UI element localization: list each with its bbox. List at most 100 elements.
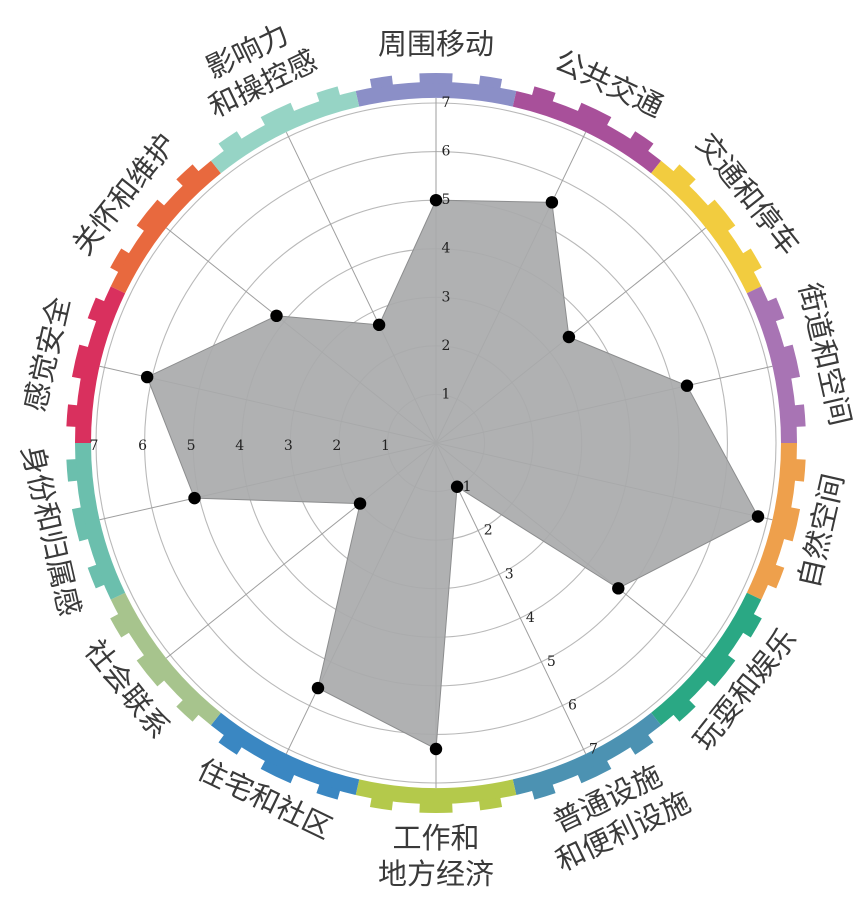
ring-segment: [355, 779, 517, 804]
tick-label: 2: [332, 438, 341, 454]
data-point: [429, 742, 443, 756]
ring-notch: [767, 297, 785, 322]
ring-notch: [531, 86, 556, 103]
grid-spoke: [435, 442, 587, 755]
tick-label: 3: [442, 289, 451, 305]
ring-notch: [66, 459, 78, 482]
tick-label: 6: [442, 144, 451, 160]
category-label: 工作和: [392, 821, 479, 855]
data-area: [146, 199, 759, 750]
ring-notch: [419, 73, 453, 84]
ring-notch: [707, 654, 736, 687]
ring-segment: [746, 443, 797, 600]
category-label: 交通和停车: [689, 127, 806, 262]
ring-notch: [260, 102, 295, 126]
ring-notch: [71, 507, 89, 542]
category-label: 地方经济: [378, 857, 494, 891]
ring-notch: [629, 734, 654, 755]
ring-notch: [369, 797, 394, 811]
tick-label: 7: [442, 95, 451, 111]
ring-notch: [478, 75, 503, 89]
ring-notch: [767, 564, 785, 589]
data-point: [429, 193, 443, 207]
ring-notch: [66, 404, 78, 427]
ring-segment: [651, 592, 762, 726]
ring-notch: [176, 699, 200, 722]
ring-notch: [316, 783, 341, 800]
ring-notch: [110, 248, 130, 273]
ring-segment: [110, 160, 221, 294]
ring-notch: [87, 297, 105, 322]
ring-notch: [218, 131, 243, 152]
category-label: 自然空间: [792, 471, 851, 592]
ring-notch: [783, 507, 801, 542]
tick-label: 3: [505, 566, 514, 582]
ring-notch: [87, 564, 105, 589]
ring-notch: [794, 404, 806, 427]
tick-label: 4: [442, 241, 451, 257]
tick-label: 3: [284, 438, 293, 454]
category-label: 玩耍和娱乐: [686, 622, 803, 757]
tick-label: 4: [235, 438, 244, 454]
ring-notch: [531, 783, 556, 800]
outer-category-ring: [66, 73, 806, 813]
ring-notch: [577, 760, 612, 784]
data-point: [353, 497, 367, 510]
ring-segment: [355, 81, 517, 107]
category-label: 周围移动: [378, 27, 494, 61]
tick-label: 1: [381, 438, 390, 454]
data-point: [612, 582, 625, 595]
ring-notch: [672, 699, 696, 722]
tick-label: 7: [589, 741, 598, 757]
ring-notch: [783, 344, 801, 379]
tick-label: 5: [442, 192, 451, 208]
tick-label: 1: [442, 386, 451, 402]
ring-notch: [478, 797, 503, 811]
ring-notch: [419, 802, 453, 813]
ring-segment: [512, 91, 662, 174]
ring-notch: [629, 131, 654, 152]
ring-notch: [218, 734, 243, 755]
data-point: [270, 309, 283, 323]
ring-segment: [746, 286, 797, 443]
tick-label: 4: [526, 610, 535, 626]
ring-notch: [577, 102, 612, 126]
tick-label: 1: [463, 479, 472, 495]
ring-segment: [210, 91, 360, 174]
ring-notch: [742, 613, 762, 638]
data-point: [450, 480, 464, 493]
data-point: [140, 370, 154, 384]
ring-notch: [707, 199, 736, 232]
ring-notch: [260, 760, 295, 784]
data-point: [751, 510, 765, 523]
data-point: [545, 196, 559, 209]
ring-segment: [210, 712, 360, 795]
tick-label: 5: [547, 654, 556, 670]
tick-label: 6: [138, 438, 147, 454]
ring-notch: [176, 164, 200, 187]
ring-notch: [71, 344, 89, 379]
ring-segment: [110, 592, 221, 726]
data-point: [562, 330, 576, 344]
tick-label: 7: [90, 438, 99, 454]
ring-notch: [742, 248, 762, 273]
ring-notch: [136, 654, 165, 687]
data-polygon: [146, 199, 759, 750]
data-point: [372, 318, 386, 332]
data-point: [311, 681, 325, 695]
tick-label: 2: [442, 338, 451, 354]
category-label: 感觉安全: [18, 294, 77, 415]
tick-labels: 1 2 3 4 5 6 7 1 2 3 4 5 6 7 1 2 3 4 5 6 7: [90, 95, 598, 757]
ring-notch: [316, 86, 341, 103]
ring-notch: [794, 459, 806, 482]
ring-notch: [369, 75, 394, 89]
category-label: 社会联系: [78, 633, 177, 745]
data-point: [680, 379, 694, 392]
ring-segment: [75, 286, 126, 443]
tick-label: 6: [568, 698, 577, 714]
ring-segment: [651, 160, 762, 294]
data-point: [188, 491, 201, 505]
ring-segment: [512, 712, 662, 795]
tick-label: 5: [187, 438, 196, 454]
